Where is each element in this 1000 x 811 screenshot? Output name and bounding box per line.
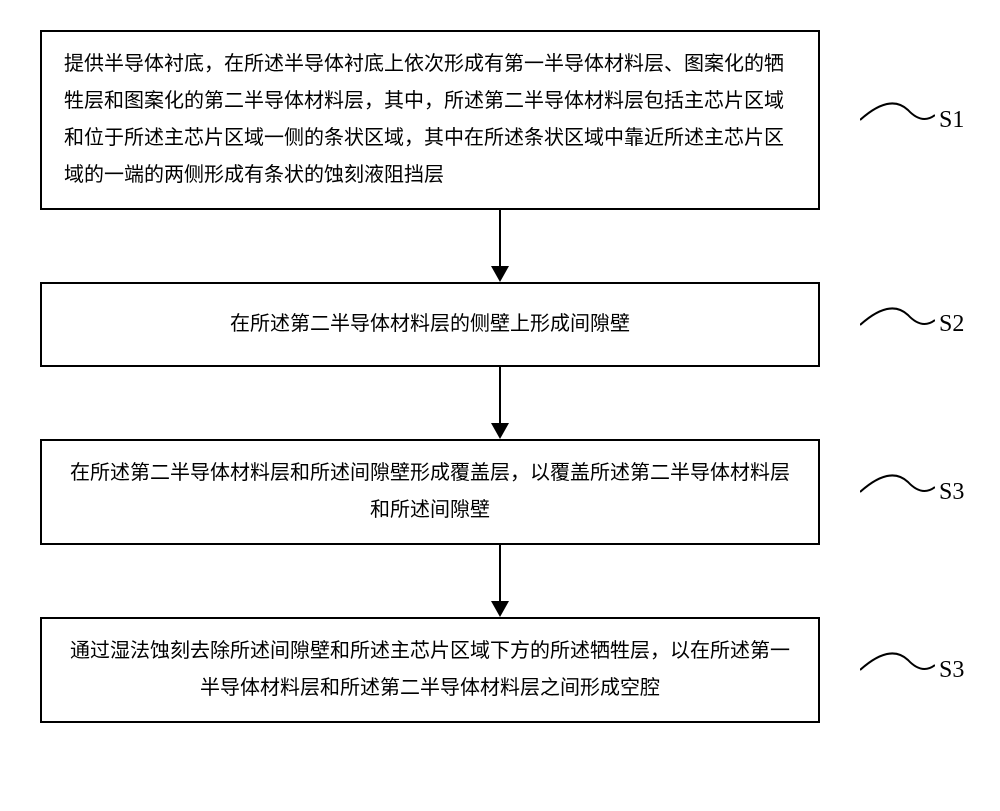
step-box-3: 在所述第二半导体材料层和所述间隙壁形成覆盖层，以覆盖所述第二半导体材料层和所述间…	[40, 439, 820, 545]
step-box-4: 通过湿法蚀刻去除所述间隙壁和所述主芯片区域下方的所述牺牲层，以在所述第一半导体材…	[40, 617, 820, 723]
step-row-2: 在所述第二半导体材料层的侧壁上形成间隙壁 S2	[40, 282, 960, 367]
step-box-2: 在所述第二半导体材料层的侧壁上形成间隙壁	[40, 282, 820, 367]
step-label-4: S3	[939, 657, 964, 684]
step-row-4: 通过湿法蚀刻去除所述间隙壁和所述主芯片区域下方的所述牺牲层，以在所述第一半导体材…	[40, 617, 960, 723]
step-label-3: S3	[939, 479, 964, 506]
step-text-1: 提供半导体衬底，在所述半导体衬底上依次形成有第一半导体材料层、图案化的牺牲层和图…	[64, 46, 796, 194]
step-row-1: 提供半导体衬底，在所述半导体衬底上依次形成有第一半导体材料层、图案化的牺牲层和图…	[40, 30, 960, 210]
curve-icon	[860, 645, 935, 695]
step-box-1: 提供半导体衬底，在所述半导体衬底上依次形成有第一半导体材料层、图案化的牺牲层和图…	[40, 30, 820, 210]
step-label-2: S2	[939, 311, 964, 338]
step-text-4: 通过湿法蚀刻去除所述间隙壁和所述主芯片区域下方的所述牺牲层，以在所述第一半导体材…	[64, 633, 796, 707]
step-row-3: 在所述第二半导体材料层和所述间隙壁形成覆盖层，以覆盖所述第二半导体材料层和所述间…	[40, 439, 960, 545]
step-text-2: 在所述第二半导体材料层的侧壁上形成间隙壁	[64, 306, 796, 343]
connector-1: S1	[860, 30, 964, 210]
connector-2: S2	[860, 282, 964, 367]
step-label-1: S1	[939, 107, 964, 134]
arrow-1	[110, 210, 890, 282]
flowchart-container: 提供半导体衬底，在所述半导体衬底上依次形成有第一半导体材料层、图案化的牺牲层和图…	[40, 30, 960, 723]
arrow-2	[110, 367, 890, 439]
connector-3: S3	[860, 439, 964, 545]
connector-4: S3	[860, 617, 964, 723]
curve-icon	[860, 300, 935, 350]
arrow-down-icon	[485, 545, 515, 617]
curve-icon	[860, 467, 935, 517]
step-text-3: 在所述第二半导体材料层和所述间隙壁形成覆盖层，以覆盖所述第二半导体材料层和所述间…	[64, 455, 796, 529]
arrow-down-icon	[485, 210, 515, 282]
curve-icon	[860, 95, 935, 145]
arrow-down-icon	[485, 367, 515, 439]
arrow-3	[110, 545, 890, 617]
